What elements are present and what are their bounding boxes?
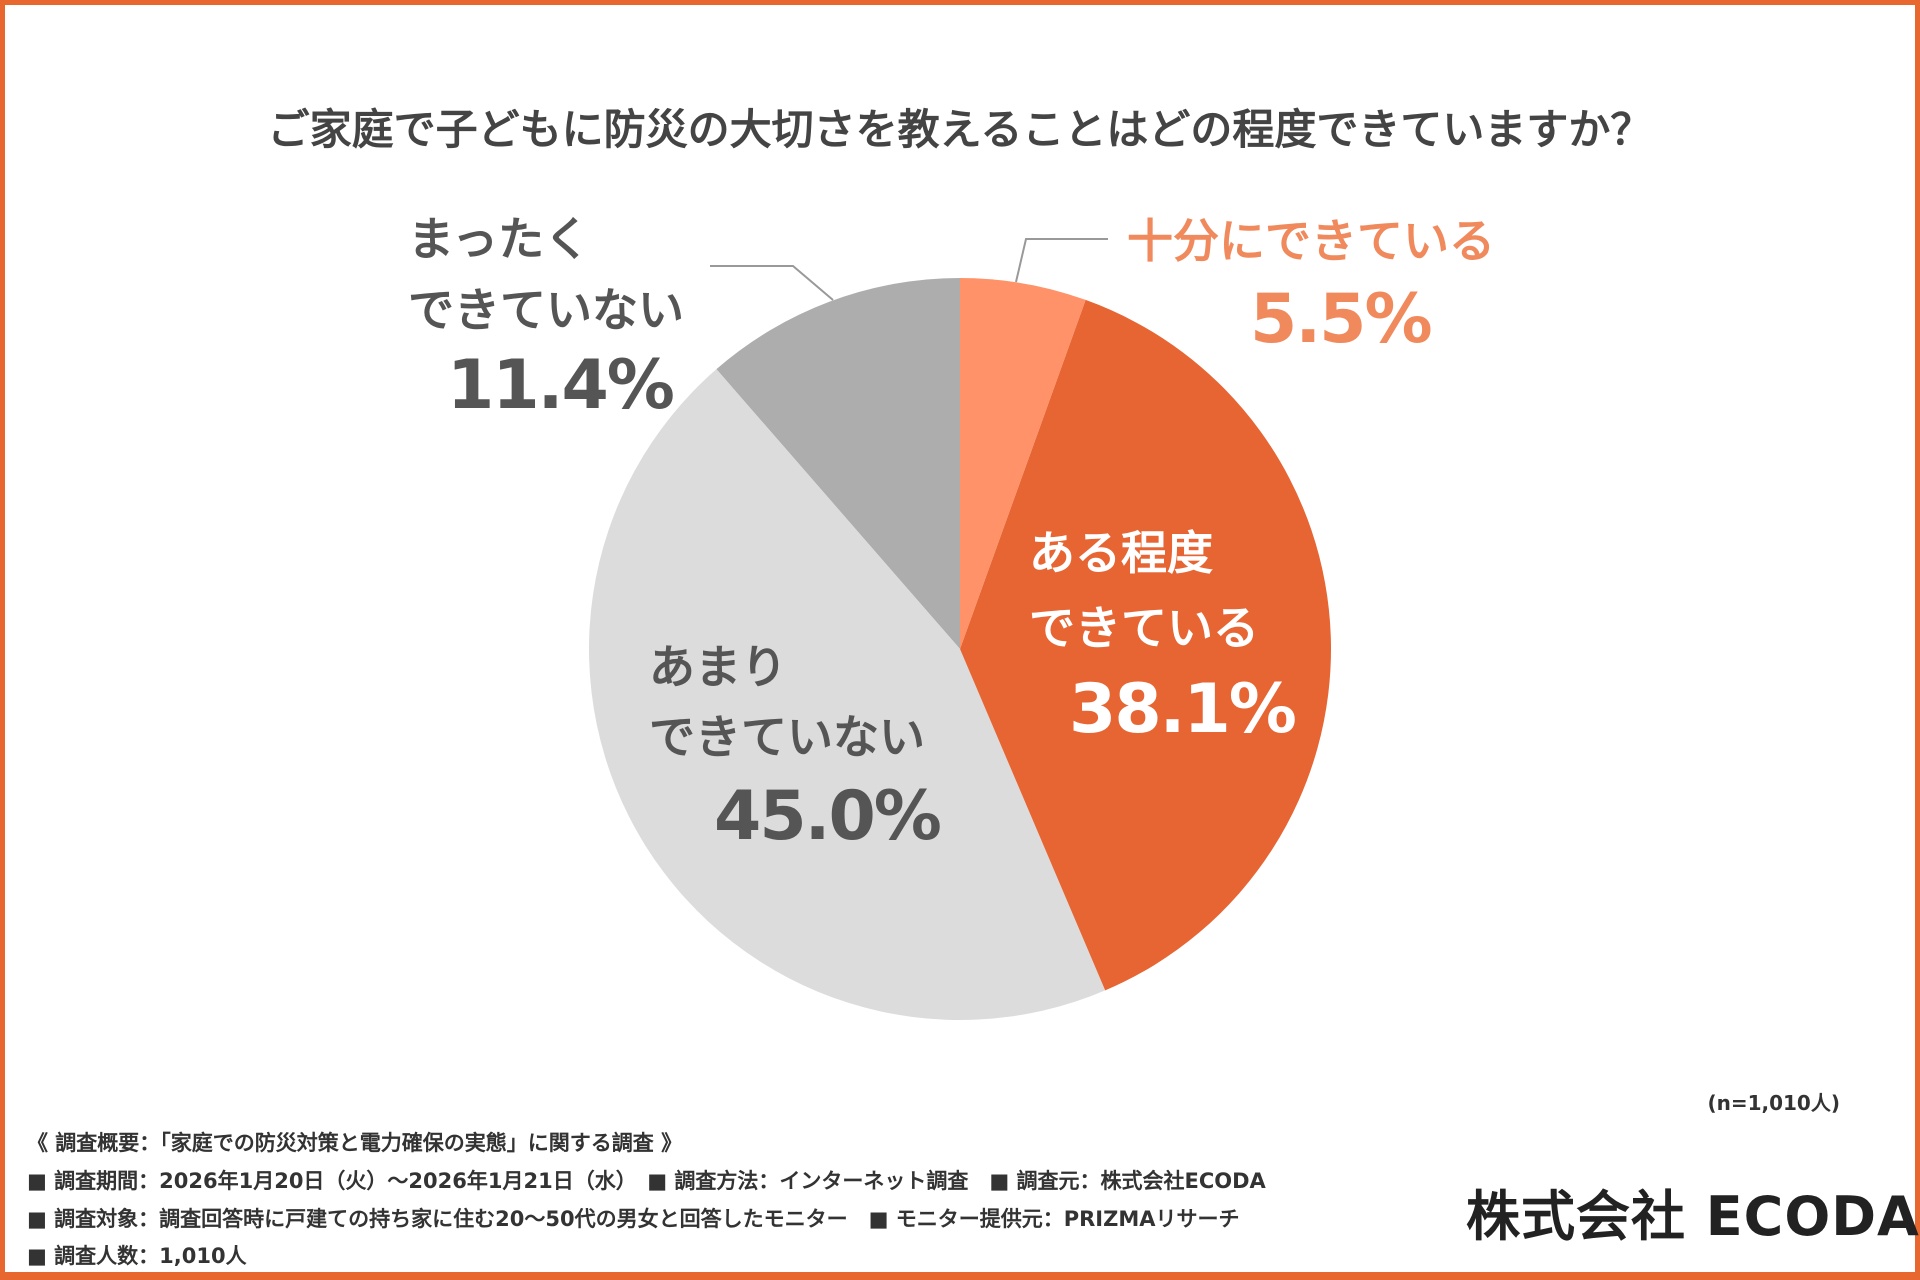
survey-period-line: ■ 調査期間：2026年1月20日（火）〜2026年1月21日（水） ■ 調査方… xyxy=(27,1169,1266,1193)
slice-value-0: 5.5% xyxy=(1250,280,1433,359)
slice-value-1: 38.1% xyxy=(1069,670,1297,749)
chart-title: ご家庭で子どもに防災の大切さを教えることはどの程度できていますか？ xyxy=(267,105,1653,154)
survey-count-line: ■ 調査人数：1,010人 xyxy=(27,1244,247,1268)
survey-summary: 《 調査概要：「家庭での防災対策と電力確保の実態」に関する調査 》 xyxy=(27,1131,683,1155)
slice-label-1-line1: ある程度 xyxy=(1029,526,1213,580)
pie-slice-2 xyxy=(589,369,1106,1020)
slice-label-2-line2: できていない xyxy=(649,710,925,764)
survey-target-line: ■ 調査対象：調査回答時に戸建ての持ち家に住む20〜50代の男女と回答したモニタ… xyxy=(27,1207,1240,1231)
slice-label-2-line1: あまり xyxy=(649,640,787,694)
slice-value-3: 11.4% xyxy=(447,346,675,425)
pie-slice-3 xyxy=(716,278,960,649)
slice-label-1-line2: できている xyxy=(1029,601,1259,655)
slice-label-3-line1: まったく xyxy=(408,212,591,266)
sample-size-note: (n=1,010人) xyxy=(1707,1091,1840,1115)
pie-slice-1 xyxy=(960,299,1331,991)
company-logo: 株式会社 ECODA xyxy=(1466,1185,1920,1248)
slice-label-0: 十分にできている xyxy=(1127,214,1495,268)
slice-value-2: 45.0% xyxy=(714,777,942,856)
pie-slice-0 xyxy=(960,278,1086,649)
slice-label-3-line2: できていない xyxy=(408,283,684,337)
leader-line-slice-3 xyxy=(710,265,834,301)
leader-line-slice-0 xyxy=(1015,238,1108,283)
